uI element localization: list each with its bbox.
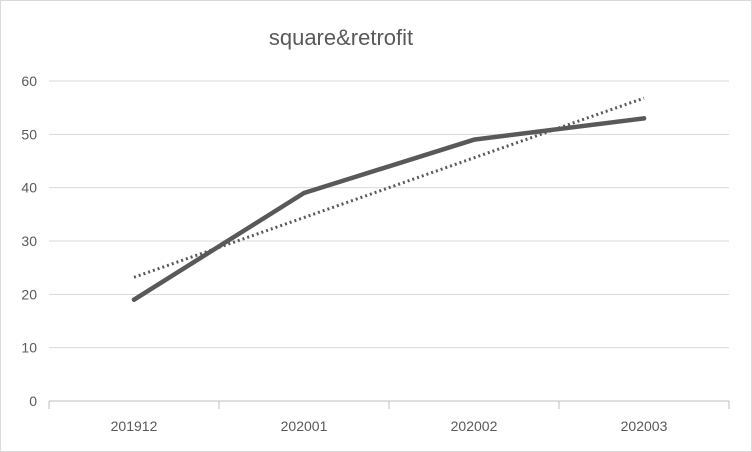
- y-tick-label: 50: [21, 126, 37, 142]
- x-axis-tick-labels: 201912 202001 202002 202003: [111, 418, 668, 434]
- y-tick-label: 60: [21, 73, 37, 89]
- x-tick-label: 201912: [111, 418, 158, 434]
- x-tick-label: 202003: [621, 418, 668, 434]
- chart-title: square&retrofit: [269, 25, 413, 50]
- data-point: [301, 190, 307, 196]
- series-line: [131, 116, 647, 302]
- y-tick-label: 40: [21, 180, 37, 196]
- gridlines: [49, 80, 729, 349]
- y-tick-label: 0: [29, 393, 37, 409]
- data-point: [471, 137, 477, 142]
- data-point: [641, 116, 647, 121]
- x-tick-label: 202002: [451, 418, 498, 434]
- y-tick-label: 30: [21, 233, 37, 249]
- data-point: [131, 297, 137, 302]
- x-axis: [48, 400, 730, 409]
- y-tick-label: 20: [21, 286, 37, 302]
- y-tick-label: 10: [21, 340, 37, 356]
- y-axis-tick-labels: 0 10 20 30 40 50 60: [21, 73, 37, 409]
- x-tick-label: 202001: [281, 418, 328, 434]
- series-layer: [131, 116, 647, 302]
